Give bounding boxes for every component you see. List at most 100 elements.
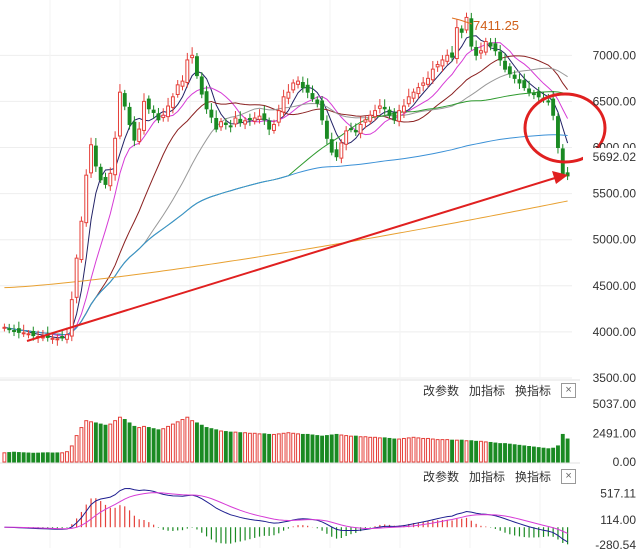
volume-bar <box>445 439 450 463</box>
candle-body <box>344 130 349 145</box>
add-indicator-button[interactable]: 加指标 <box>469 470 506 484</box>
macd-y-tick-label: -280.54 <box>595 538 636 552</box>
candle-body <box>180 80 185 87</box>
y-tick-label: 4500.00 <box>593 279 637 293</box>
candle-body <box>65 334 69 340</box>
volume-bar <box>89 421 93 463</box>
macd-indicator-toolbar: 改参数 加指标 换指标 × <box>423 468 577 485</box>
volume-y-axis: 5037.00 2491.00 0.00 <box>593 397 637 469</box>
candlesticks <box>2 12 570 346</box>
trend-arrow-line <box>26 177 556 342</box>
candle-body <box>185 59 190 84</box>
candlestick <box>2 323 7 332</box>
volume-bar <box>464 440 469 463</box>
switch-indicator-button[interactable]: 换指标 <box>515 470 552 484</box>
candle-body <box>267 120 272 130</box>
volume-bar <box>40 452 45 463</box>
candlestick <box>392 108 397 125</box>
candlestick <box>122 89 127 111</box>
volume-bar <box>459 439 464 463</box>
candle-body <box>536 91 541 98</box>
candle-body <box>7 328 12 331</box>
candle-body <box>117 91 122 137</box>
candlestick <box>117 84 122 140</box>
candlestick <box>199 72 204 99</box>
candle-body <box>12 330 16 333</box>
add-indicator-button[interactable]: 加指标 <box>469 384 506 398</box>
candlestick <box>556 112 560 154</box>
candle-body <box>454 27 459 60</box>
candlestick <box>180 75 185 91</box>
candlestick <box>387 106 392 119</box>
candle-body <box>392 112 397 121</box>
volume-bar <box>190 420 195 463</box>
candlestick <box>219 118 223 131</box>
volume-bar <box>541 447 546 463</box>
candlestick <box>127 102 132 130</box>
volume-bar <box>353 435 358 463</box>
macd-dea-line <box>4 492 568 534</box>
candle-body <box>228 125 233 128</box>
volume-bar <box>286 432 291 463</box>
volume-bar <box>151 428 156 463</box>
candlestick <box>93 138 98 172</box>
candlestick <box>565 166 570 181</box>
candle-body <box>113 137 118 176</box>
candlestick <box>310 85 315 102</box>
volume-bar <box>223 431 228 463</box>
candle-body <box>531 93 536 96</box>
volume-bar <box>339 434 344 463</box>
candlestick <box>166 97 171 122</box>
volume-bar <box>411 436 416 463</box>
candle-body <box>435 64 440 68</box>
candle-body <box>503 60 507 70</box>
volume-bar <box>175 421 180 463</box>
volume-bar <box>252 432 257 463</box>
candle-body <box>170 96 175 108</box>
candle-body <box>79 220 84 261</box>
ma120-line <box>4 134 568 335</box>
candlestick <box>69 291 74 342</box>
volume-bar <box>199 424 204 463</box>
candle-body <box>474 46 479 56</box>
candle-body <box>300 82 305 89</box>
change-params-button[interactable]: 改参数 <box>423 384 460 398</box>
switch-indicator-button[interactable]: 换指标 <box>515 384 552 398</box>
volume-bar <box>291 432 296 463</box>
moving-average-lines <box>4 35 569 339</box>
volume-bar <box>12 451 16 463</box>
change-params-button[interactable]: 改参数 <box>423 470 460 484</box>
volume-bar <box>440 439 445 463</box>
candle-body <box>122 93 127 107</box>
volume-bar <box>228 431 233 463</box>
volume-bar <box>31 452 36 463</box>
candlestick <box>373 104 377 121</box>
candlestick <box>190 47 195 64</box>
main-y-axis: 7000.006500.006000.005500.005000.004500.… <box>593 48 637 385</box>
candlestick <box>527 80 532 97</box>
volume-bar <box>117 416 122 463</box>
candlestick <box>84 169 89 227</box>
volume-bar <box>454 439 459 463</box>
candlestick <box>445 49 450 65</box>
close-icon[interactable]: × <box>561 469 577 484</box>
close-icon[interactable]: × <box>561 383 577 398</box>
volume-bar <box>493 442 498 463</box>
candlestick <box>363 116 368 129</box>
candlestick <box>498 45 503 66</box>
volume-bar <box>113 420 118 463</box>
candlestick <box>286 84 291 105</box>
volume-bar <box>387 437 392 463</box>
volume-bar <box>262 433 267 463</box>
candle-body <box>219 121 223 128</box>
candlestick <box>320 96 325 125</box>
candlestick <box>397 104 402 127</box>
volume-bar <box>296 433 300 463</box>
candlestick <box>430 61 435 84</box>
candle-body <box>363 119 368 123</box>
candle-body <box>305 84 310 93</box>
y-tick-label: 7000.00 <box>593 48 637 62</box>
candle-body <box>493 43 498 52</box>
candle-body <box>137 128 142 143</box>
candle-body <box>401 105 406 113</box>
